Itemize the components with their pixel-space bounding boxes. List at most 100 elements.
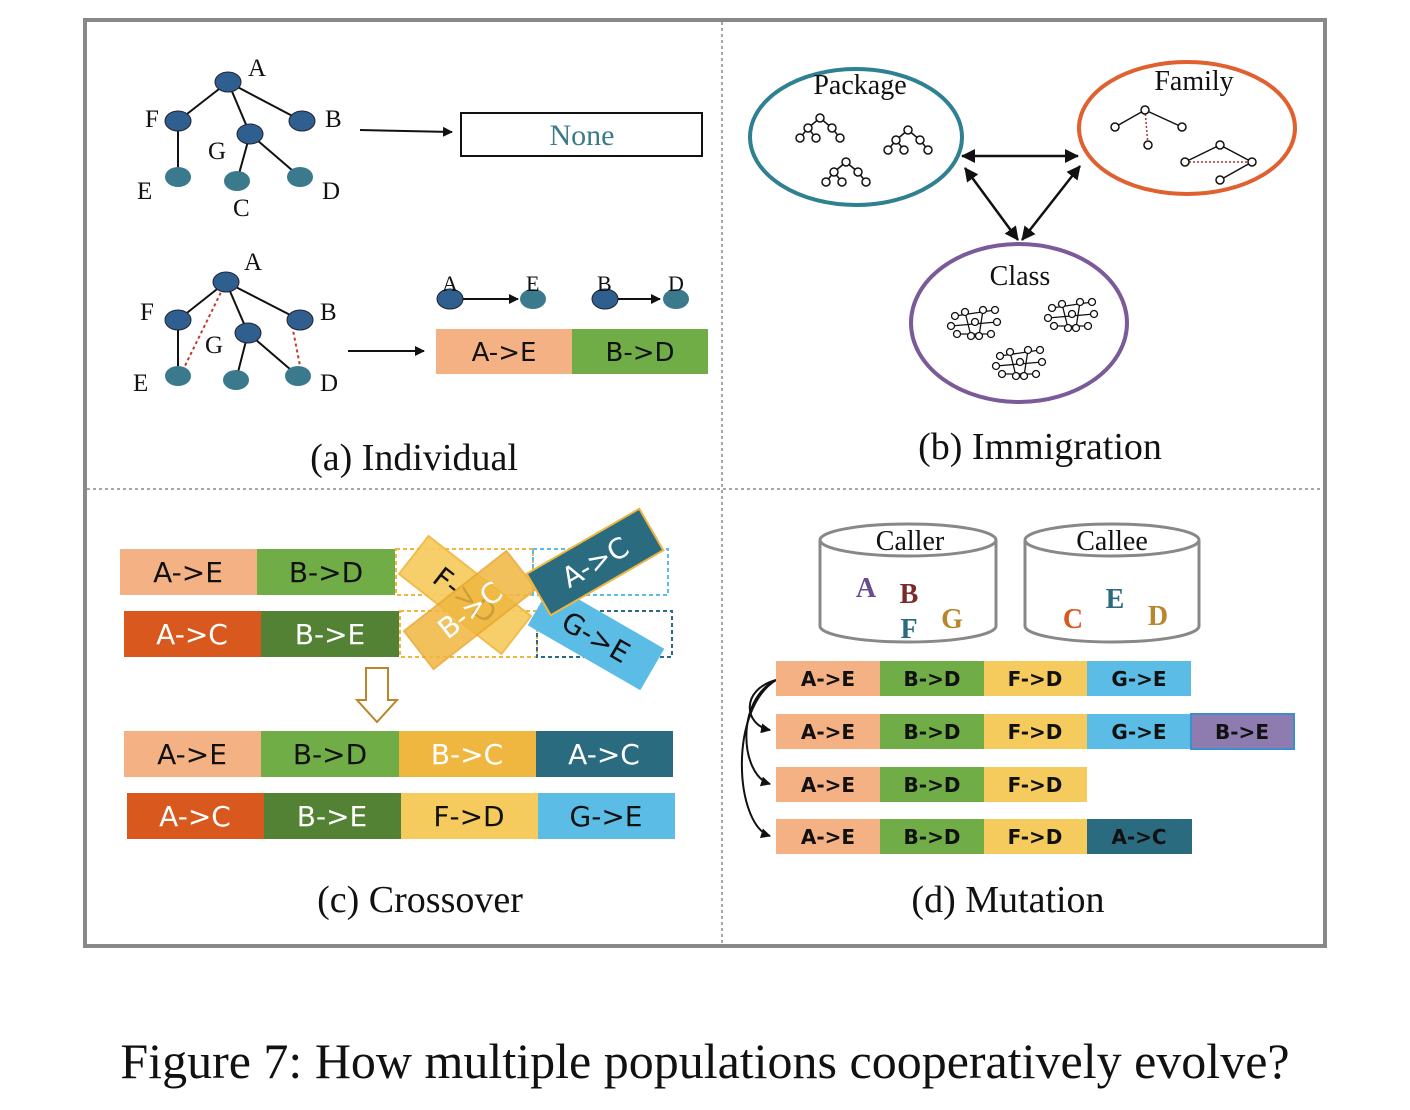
gene-label: A->E [801,773,855,797]
caller-letter: A [856,573,877,604]
panel-individual: A B F G E C D None [133,55,708,479]
mutation-row: A->E B->D F->D [776,767,1087,802]
gene [127,793,264,839]
gene-label: B->E [1215,720,1269,744]
gene-label: F->D [1008,773,1063,797]
tree2-labels: A B F G E D [133,249,338,397]
tree-node [285,366,311,386]
node-label: G [205,332,223,359]
class-trees [946,297,1099,381]
mini-cluster [1043,297,1099,333]
gene [572,329,708,374]
gene-label: B->D [904,773,961,797]
gene-label: B->C [431,738,503,771]
gene-label: B->D [293,738,367,771]
panel-a-label: (a) Individual [310,437,518,479]
tree-node [165,167,191,187]
gene-label: A->C [568,738,640,771]
gene-label: B->E [295,618,365,651]
gene-label: A->C [1111,825,1166,849]
empty-slot [395,548,534,596]
gene-label: A->E [801,825,855,849]
arrow [359,126,453,137]
node-label: A [244,249,262,276]
gene-label: G->E [1111,720,1166,744]
node-label: D [320,370,338,397]
swap-gene: A->C [525,507,665,617]
caller-letter: F [900,614,917,645]
family-trees [1110,105,1257,185]
gene [261,731,399,777]
gene [536,731,673,777]
gene-label: B->D [904,667,961,691]
tree2-nodes [164,271,314,390]
gene [120,549,257,595]
node-label: D [668,271,684,296]
gene-label: A->C [159,800,231,833]
callee-letter: C [1063,604,1083,635]
gene-label: G->E [570,800,643,833]
gene [401,793,538,839]
gene-label: F->D [1008,825,1063,849]
mutation-row: A->E B->D F->D G->E [776,661,1191,696]
gene-label: A->E [801,720,855,744]
mutation-row: A->E B->D F->D G->E B->E [776,713,1295,750]
caller-title: Caller [876,526,945,557]
tree-node [164,110,192,132]
tree-node [236,123,264,145]
gene-label: F->D [1008,667,1063,691]
tree-node [214,71,242,93]
package-trees [795,113,933,187]
node-label: D [322,178,340,205]
panel-mutation: Caller A B F G Callee C E D A->E [740,522,1295,921]
tree-node [288,110,316,132]
gene-label: A->E [801,667,855,691]
empty-slot [399,610,538,658]
tree-node [212,271,240,293]
gene [436,329,572,374]
family-population [1077,60,1297,196]
gene-label: A->C [156,618,228,651]
gene [264,793,401,839]
node-label: B [325,106,342,133]
node-label: B [320,299,337,326]
node-label: C [233,195,250,222]
pair-bd: B D [591,271,689,310]
none-text: None [550,119,615,152]
gene-label: F->D [1008,720,1063,744]
tree-node [287,167,313,187]
gene-label: A->E [157,738,227,771]
class-population [909,242,1129,404]
tree-node [520,289,546,309]
gene-label: B->E [297,800,367,833]
gene [261,611,399,657]
gene [257,549,395,595]
tree-node [164,309,192,331]
node-label: A [248,55,266,82]
node-label: F [140,299,154,326]
package-label: Package [813,70,906,101]
gene [399,731,536,777]
immigration-arrow [963,167,1020,241]
immigration-arrow [1021,165,1081,241]
down-arrow-icon [354,667,400,724]
node-label: G [208,138,226,165]
gene-label: A->E [472,338,537,368]
node-label: E [526,271,539,296]
pair-ae: A E [436,271,546,310]
gene-label: A->E [153,556,223,589]
node-label: E [137,178,152,205]
gene-label: B->D [289,556,363,589]
panel-c-label: (c) Crossover [317,879,523,921]
callee-letter: D [1148,601,1168,632]
caller-letter: B [900,579,919,610]
mini-cluster [946,305,1002,341]
callee-title: Callee [1076,526,1148,557]
figure-frame [83,18,1327,948]
figure-caption: Figure 7: How multiple populations coope… [120,1033,1289,1089]
gene [124,731,261,777]
node-label: B [597,271,612,296]
package-population [748,67,964,207]
tree-node [223,370,249,390]
